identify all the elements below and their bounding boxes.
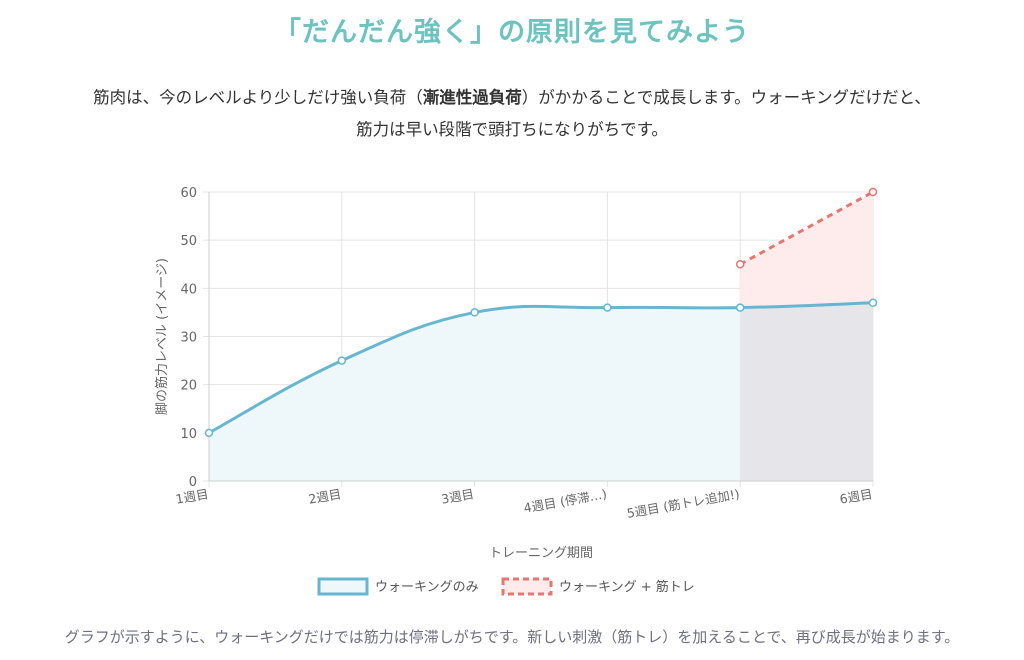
y-tick-label: 40 <box>180 282 197 297</box>
overlap-area-fill <box>740 302 873 481</box>
chart-points <box>204 187 878 438</box>
y-tick-label: 0 <box>189 475 197 490</box>
y-axis-title: 脚の筋力レベル (イメージ) <box>154 258 170 415</box>
y-tick-label: 20 <box>180 379 197 394</box>
walking-point <box>868 298 878 308</box>
walking-point <box>603 303 612 312</box>
legend-strength-swatch <box>501 577 553 596</box>
intro-text: 筋肉は、今のレベルより少しだけ強い負荷（漸進性過負荷）がかかることで成長します。… <box>90 82 934 146</box>
y-tick-label: 50 <box>180 234 197 249</box>
intro-text-part2: ）がかかることで成長します。ウォーキングだけだと、筋力は早い段階で頭打ちになりが… <box>356 88 931 139</box>
intro-keyword: 漸進性過負荷 <box>422 88 522 107</box>
strength-point <box>868 187 878 197</box>
legend-walking-label: ウォーキングのみ <box>375 580 479 595</box>
x-tick-label: 4週目 (停滞…) <box>522 486 608 515</box>
strength-chart: 0 10 20 30 40 50 60 1週目 2週目 3週目 4週目 (停滞…) 5週目 (筋トレ追… <box>154 186 878 596</box>
legend-strength-label: ウォーキング + 筋トレ <box>559 579 695 595</box>
x-tick-label: 5週目 (筋トレ追加!) <box>626 486 741 521</box>
walking-point <box>204 428 214 438</box>
y-tick-label: 10 <box>180 427 197 442</box>
walking-point <box>735 303 745 312</box>
y-tick-label: 60 <box>180 186 197 201</box>
y-tick-label: 30 <box>180 331 197 346</box>
chart-area-fills <box>209 192 873 481</box>
page-title: 「だんだん強く」の原則を見てみよう <box>274 17 750 48</box>
legend-walking-swatch <box>317 577 369 596</box>
chart-legend: ウォーキングのみ ウォーキング + 筋トレ <box>317 577 695 596</box>
footer-caption: グラフが示すように、ウォーキングだけでは筋力は停滞しがちです。新しい刺激（筋トレ… <box>64 628 960 646</box>
intro-text-part1: 筋肉は、今のレベルより少しだけ強い負荷（ <box>93 88 423 107</box>
walking-point <box>337 356 347 365</box>
walking-line <box>208 301 874 435</box>
x-axis-title: トレーニング期間 <box>489 546 593 561</box>
strength-point <box>735 260 745 269</box>
walking-area-fill <box>209 302 873 481</box>
x-tick-label: 1週目 <box>174 486 209 506</box>
x-tick-label: 3週目 <box>440 486 475 506</box>
x-tick-label: 6週目 <box>838 486 873 506</box>
chart-series-lines <box>208 190 874 435</box>
walking-point <box>470 308 479 317</box>
strength-line <box>739 190 874 266</box>
x-tick-label: 2週目 <box>307 486 342 506</box>
